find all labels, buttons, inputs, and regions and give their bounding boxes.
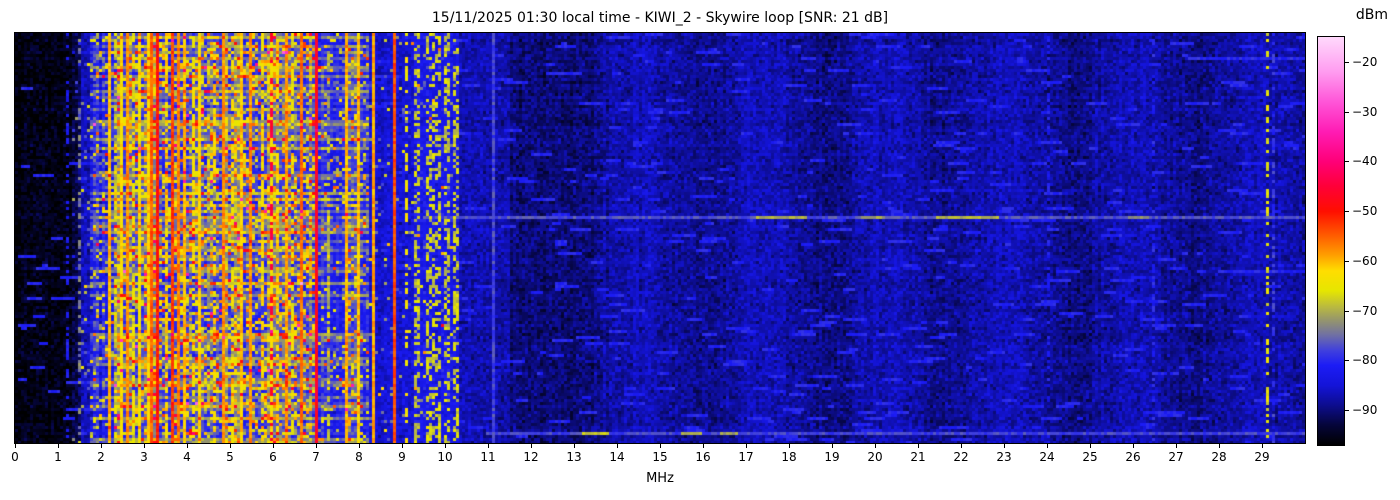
plot-title: 15/11/2025 01:30 local time - KIWI_2 - S… <box>431 10 889 26</box>
x-tick-label: 5 <box>226 450 234 464</box>
x-tick-mark <box>660 444 661 448</box>
colorbar-tick-label: −70 <box>1352 303 1378 318</box>
x-tick-mark <box>316 444 317 448</box>
x-tick-label: 8 <box>355 450 363 464</box>
x-tick-label: 23 <box>996 450 1012 464</box>
x-tick-mark <box>1262 444 1263 448</box>
x-tick-label: 16 <box>695 450 711 464</box>
x-tick-label: 20 <box>867 450 883 464</box>
colorbar-tick-label: −50 <box>1352 204 1378 219</box>
colorbar-gradient <box>1318 37 1344 445</box>
x-tick-mark <box>961 444 962 448</box>
colorbar-tick-mark <box>1345 111 1349 113</box>
x-tick-mark <box>1133 444 1134 448</box>
colorbar-tick-mark <box>1345 260 1349 262</box>
x-tick-label: 3 <box>140 450 148 464</box>
colorbar-tick-mark <box>1345 410 1349 412</box>
x-tick-label: 0 <box>11 450 19 464</box>
x-tick-label: 24 <box>1039 450 1055 464</box>
x-tick-mark <box>875 444 876 448</box>
x-tick-mark <box>144 444 145 448</box>
x-tick-label: 11 <box>480 450 496 464</box>
x-tick-label: 26 <box>1125 450 1141 464</box>
colorbar-tick-mark <box>1345 360 1349 362</box>
colorbar-tick-label: −20 <box>1352 54 1378 69</box>
x-tick-mark <box>1090 444 1091 448</box>
waterfall-spectrogram-canvas <box>15 33 1305 443</box>
x-tick-label: 12 <box>523 450 539 464</box>
waterfall-plot-area <box>14 32 1306 444</box>
x-tick-mark <box>1004 444 1005 448</box>
colorbar-tick-label: −30 <box>1352 104 1378 119</box>
x-tick-label: 19 <box>824 450 840 464</box>
x-tick-label: 27 <box>1168 450 1184 464</box>
colorbar-tick-label: −80 <box>1352 353 1378 368</box>
x-tick-mark <box>230 444 231 448</box>
colorbar-tick-mark <box>1345 161 1349 163</box>
x-tick-mark <box>187 444 188 448</box>
x-tick-label: 7 <box>312 450 320 464</box>
x-tick-mark <box>789 444 790 448</box>
x-tick-label: 2 <box>97 450 105 464</box>
x-tick-mark <box>273 444 274 448</box>
x-tick-label: 25 <box>1082 450 1098 464</box>
x-tick-label: 10 <box>437 450 453 464</box>
x-tick-mark <box>531 444 532 448</box>
colorbar-tick-label: −60 <box>1352 253 1378 268</box>
x-tick-label: 1 <box>54 450 62 464</box>
x-tick-mark <box>832 444 833 448</box>
x-tick-mark <box>1219 444 1220 448</box>
x-tick-label: 6 <box>269 450 277 464</box>
x-tick-label: 4 <box>183 450 191 464</box>
x-tick-mark <box>617 444 618 448</box>
x-tick-label: 13 <box>566 450 582 464</box>
x-tick-mark <box>488 444 489 448</box>
colorbar-tick-label: −40 <box>1352 154 1378 169</box>
x-tick-label: 18 <box>781 450 797 464</box>
colorbar-tick-mark <box>1345 61 1349 63</box>
x-tick-mark <box>359 444 360 448</box>
colorbar-unit-label: dBm <box>1355 7 1389 23</box>
colorbar-tick-mark <box>1345 310 1349 312</box>
x-tick-mark <box>746 444 747 448</box>
x-tick-mark <box>15 444 16 448</box>
colorbar-tick-mark <box>1345 211 1349 213</box>
colorbar <box>1317 36 1345 446</box>
x-tick-label: 9 <box>398 450 406 464</box>
x-tick-mark <box>918 444 919 448</box>
x-tick-mark <box>101 444 102 448</box>
x-tick-mark <box>1176 444 1177 448</box>
x-tick-mark <box>402 444 403 448</box>
x-tick-label: 22 <box>953 450 969 464</box>
x-tick-label: 15 <box>652 450 668 464</box>
x-tick-mark <box>574 444 575 448</box>
colorbar-tick-label: −90 <box>1352 403 1378 418</box>
x-tick-label: 29 <box>1254 450 1270 464</box>
x-tick-mark <box>445 444 446 448</box>
x-tick-label: 17 <box>738 450 754 464</box>
x-tick-mark <box>703 444 704 448</box>
x-tick-mark <box>58 444 59 448</box>
x-tick-label: 21 <box>910 450 926 464</box>
x-tick-label: 14 <box>609 450 625 464</box>
x-tick-label: 28 <box>1211 450 1227 464</box>
x-tick-mark <box>1047 444 1048 448</box>
x-axis-label: MHz <box>646 471 674 486</box>
